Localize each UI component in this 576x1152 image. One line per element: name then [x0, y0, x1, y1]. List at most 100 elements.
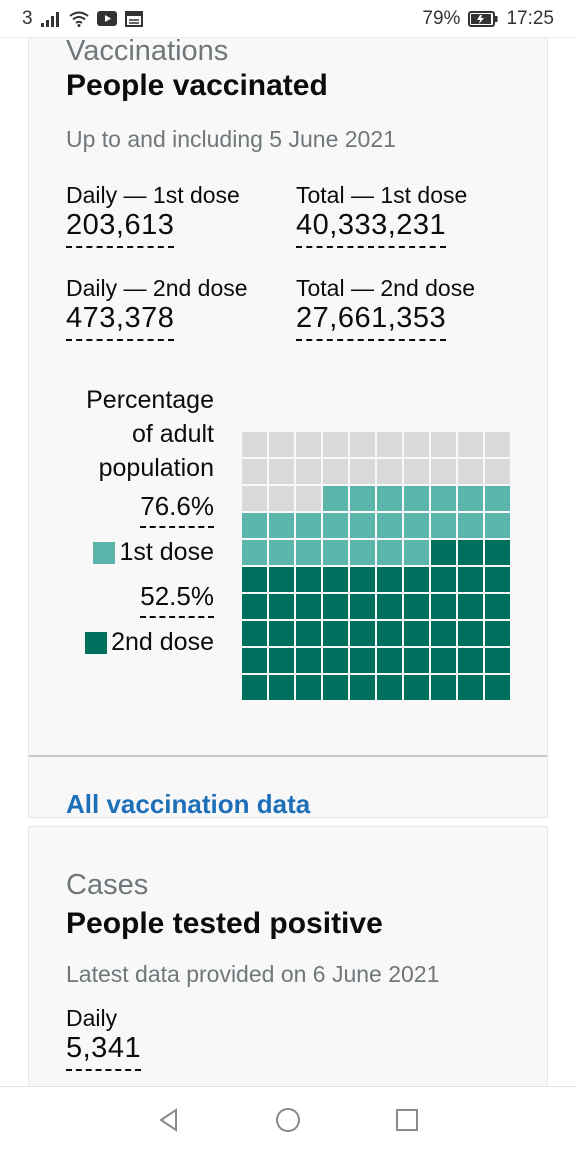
waffle-cell-second [458, 648, 483, 673]
waffle-cell-first [323, 540, 348, 565]
waffle-cell-first [323, 513, 348, 538]
waffle-cell-second [269, 621, 294, 646]
waffle-cell-second [323, 567, 348, 592]
waffle-legend: Percentage of adult population 76.6% 1st… [66, 383, 214, 657]
vaccinations-date-note: Up to and including 5 June 2021 [66, 126, 396, 152]
waffle-cell-empty [269, 432, 294, 457]
waffle-cell-empty [242, 459, 267, 484]
waffle-cell-first [404, 513, 429, 538]
waffle-cell-empty [485, 432, 510, 457]
second-dose-key: 2nd dose [66, 628, 214, 657]
waffle-cell-empty [269, 459, 294, 484]
waffle-cell-second [242, 675, 267, 700]
page-content[interactable]: Vaccinations People vaccinated Up to and… [0, 38, 576, 1086]
waffle-cell-second [404, 567, 429, 592]
waffle-cell-second [242, 621, 267, 646]
home-icon[interactable] [268, 1100, 308, 1140]
waffle-cell-second [242, 648, 267, 673]
waffle-cell-second [377, 594, 402, 619]
waffle-cell-empty [269, 486, 294, 511]
waffle-cell-empty [485, 459, 510, 484]
waffle-cell-first [350, 513, 375, 538]
waffle-cell-second [323, 594, 348, 619]
divider [29, 755, 547, 757]
waffle-cell-second [323, 621, 348, 646]
waffle-cell-second [296, 648, 321, 673]
metric-value[interactable]: 473,378 [66, 302, 175, 341]
metric-label: Total — 1st dose [296, 182, 468, 208]
waffle-cell-second [350, 594, 375, 619]
waffle-cell-second [404, 621, 429, 646]
waffle-cell-second [377, 567, 402, 592]
waffle-cell-second [404, 675, 429, 700]
waffle-cell-second [323, 675, 348, 700]
metric-value[interactable]: 27,661,353 [296, 302, 447, 341]
navigation-bar [0, 1086, 576, 1152]
waffle-cell-empty [431, 459, 456, 484]
recents-icon[interactable] [387, 1100, 427, 1140]
metric-value[interactable]: 40,333,231 [296, 209, 447, 248]
waffle-cell-second [350, 648, 375, 673]
waffle-cell-second [242, 567, 267, 592]
second-dose-label: 2nd dose [111, 628, 214, 656]
cases-caption: Cases [66, 869, 149, 901]
waffle-cell-first [377, 486, 402, 511]
waffle-cell-second [431, 567, 456, 592]
waffle-cell-second [269, 594, 294, 619]
waffle-cell-second [431, 675, 456, 700]
waffle-cell-empty [323, 459, 348, 484]
waffle-cell-second [431, 621, 456, 646]
waffle-cell-first [431, 513, 456, 538]
first-dose-key: 1st dose [66, 538, 214, 567]
vaccinations-caption: Vaccinations [66, 38, 229, 67]
waffle-cell-first [485, 513, 510, 538]
metric-daily-cases: Daily 5,341 [66, 1005, 142, 1071]
back-icon[interactable] [149, 1100, 189, 1140]
waffle-cell-second [485, 540, 510, 565]
waffle-cell-second [296, 675, 321, 700]
waffle-cell-first [377, 540, 402, 565]
waffle-cell-first [458, 486, 483, 511]
metric-label: Daily — 1st dose [66, 182, 240, 208]
waffle-cell-empty [377, 459, 402, 484]
all-vaccination-data-link[interactable]: All vaccination data [66, 789, 311, 819]
waffle-cell-first [485, 486, 510, 511]
waffle-cell-first [377, 513, 402, 538]
waffle-cell-first [269, 513, 294, 538]
waffle-cell-second [458, 594, 483, 619]
metric-total-second-dose: Total — 2nd dose 27,661,353 [296, 275, 475, 341]
waffle-cell-empty [350, 459, 375, 484]
waffle-cell-second [458, 567, 483, 592]
waffle-cell-empty [350, 432, 375, 457]
metric-value[interactable]: 5,341 [66, 1032, 142, 1071]
vaccinations-heading: People vaccinated [66, 69, 328, 102]
vaccinations-card: Vaccinations People vaccinated Up to and… [28, 38, 548, 819]
cases-date-note: Latest data provided on 6 June 2021 [66, 961, 440, 987]
waffle-cell-second [269, 675, 294, 700]
waffle-cell-second [431, 540, 456, 565]
waffle-cell-first [404, 486, 429, 511]
waffle-chart [242, 432, 510, 700]
waffle-cell-empty [296, 432, 321, 457]
wifi-icon [68, 11, 89, 27]
waffle-cell-second [296, 621, 321, 646]
second-dose-percentage[interactable]: 52.5% [140, 581, 214, 618]
cases-card: Cases People tested positive Latest data… [28, 826, 548, 1086]
clock: 17:25 [506, 7, 554, 29]
metric-daily-second-dose: Daily — 2nd dose 473,378 [66, 275, 248, 341]
waffle-cell-second [377, 675, 402, 700]
waffle-cell-empty [296, 486, 321, 511]
waffle-title: Percentage of adult population [86, 386, 214, 482]
metric-total-first-dose: Total — 1st dose 40,333,231 [296, 182, 467, 248]
waffle-cell-second [296, 567, 321, 592]
waffle-cell-second [485, 594, 510, 619]
waffle-cell-first [242, 513, 267, 538]
first-dose-percentage[interactable]: 76.6% [140, 491, 214, 528]
metric-value[interactable]: 203,613 [66, 209, 175, 248]
waffle-cell-first [296, 540, 321, 565]
waffle-cell-second [404, 594, 429, 619]
waffle-cell-first [431, 486, 456, 511]
waffle-cell-first [404, 540, 429, 565]
waffle-cell-second [377, 621, 402, 646]
waffle-cell-second [458, 540, 483, 565]
